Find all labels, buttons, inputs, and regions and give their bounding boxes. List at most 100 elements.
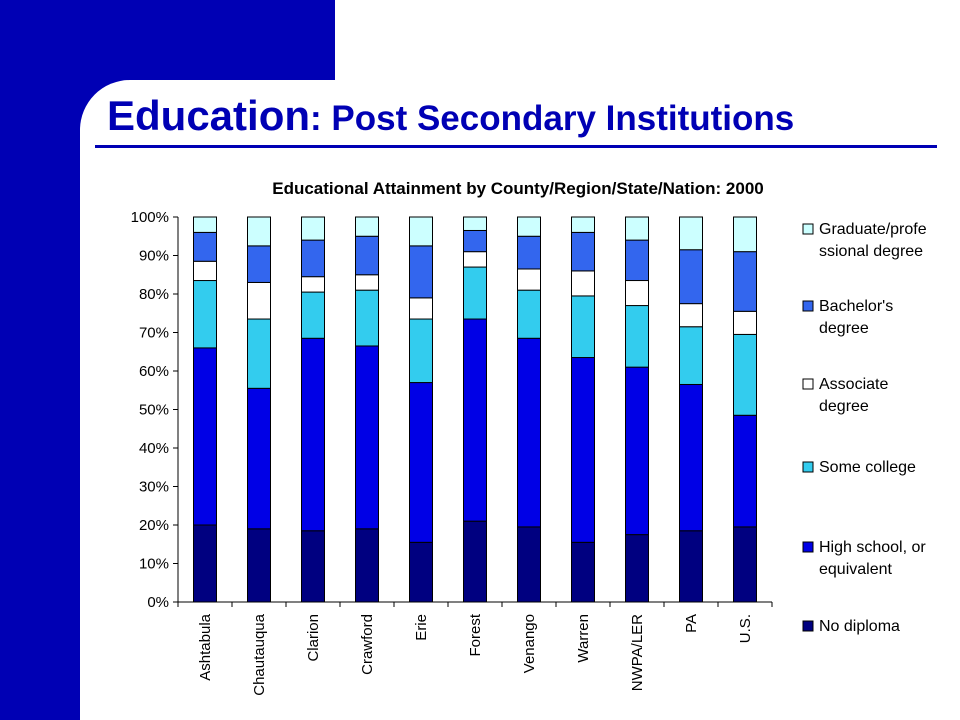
- bar-segment: [571, 357, 595, 543]
- bar-segment: [463, 520, 487, 603]
- x-tick-label: Ashtabula: [197, 613, 214, 680]
- bar-segment: [517, 526, 541, 603]
- bar-segment: [355, 235, 379, 276]
- slide-title: Education: Post Secondary Institutions: [107, 92, 947, 140]
- legend-label: No diploma: [819, 618, 900, 635]
- y-tick-label: 20%: [139, 517, 169, 534]
- legend-swatch: [802, 378, 814, 390]
- bar-segment: [409, 297, 433, 320]
- bar-segment: [301, 337, 325, 532]
- bar-segment: [463, 216, 487, 231]
- y-tick-label: 0%: [147, 594, 169, 611]
- x-tick-label: Warren: [575, 614, 592, 663]
- y-tick-label: 100%: [131, 209, 169, 226]
- bar-segment: [409, 382, 433, 543]
- frame-band-left: [0, 0, 80, 720]
- bar-segment: [355, 216, 379, 237]
- bar-segment: [625, 305, 649, 368]
- bar-segment: [571, 541, 595, 603]
- bar-segment: [409, 541, 433, 603]
- bar-segment: [355, 289, 379, 347]
- bar-segment: [409, 245, 433, 299]
- bar-segment: [193, 216, 217, 233]
- legend-swatch: [802, 461, 814, 473]
- legend-label: Some college: [819, 459, 916, 476]
- bar-segment: [463, 318, 487, 522]
- bar-segment: [733, 333, 757, 416]
- bar-segment: [247, 318, 271, 389]
- bar-segment: [301, 216, 325, 241]
- y-tick-label: 40%: [139, 440, 169, 457]
- y-tick-label: 90%: [139, 248, 169, 265]
- bar-segment: [679, 326, 703, 385]
- bar-segment: [301, 276, 325, 293]
- y-tick-label: 70%: [139, 325, 169, 342]
- bar-segment: [193, 260, 217, 282]
- bar-segment: [517, 337, 541, 528]
- bar-segment: [409, 318, 433, 384]
- bar-segment: [571, 231, 595, 272]
- bar-segment: [517, 289, 541, 339]
- bar-segment: [571, 295, 595, 359]
- legend-label: High school, or: [819, 539, 926, 556]
- title-rule: [95, 145, 937, 148]
- bar-segment: [301, 291, 325, 339]
- x-tick-label: Chautauqua: [251, 613, 268, 695]
- bar-segment: [463, 251, 487, 268]
- bar-segment: [625, 239, 649, 282]
- frame-band-top: [0, 0, 335, 80]
- bar-segment: [355, 345, 379, 530]
- bar-segment: [193, 231, 217, 262]
- x-tick-label: Venango: [521, 614, 538, 673]
- x-tick-label: Erie: [413, 614, 430, 641]
- bar-segment: [733, 251, 757, 312]
- bar-segment: [247, 387, 271, 530]
- bar-segment: [517, 235, 541, 270]
- legend-label: Graduate/profe: [819, 221, 927, 238]
- legend-label: equivalent: [819, 561, 893, 578]
- x-tick-label: Forest: [467, 613, 484, 656]
- bar-segment: [625, 280, 649, 307]
- bar-segment: [679, 303, 703, 328]
- bar-segment: [571, 270, 595, 297]
- x-tick-label: PA: [683, 614, 700, 633]
- bar-segment: [193, 347, 217, 526]
- legend-label: degree: [819, 398, 869, 415]
- legend-swatch: [802, 541, 814, 553]
- bar-segment: [679, 249, 703, 305]
- frame-corner-mask: [80, 80, 180, 180]
- bar-segment: [409, 216, 433, 247]
- bar-segment: [355, 274, 379, 291]
- bar-segment: [463, 266, 487, 320]
- bar-segment: [733, 216, 757, 253]
- y-tick-label: 10%: [139, 556, 169, 573]
- x-tick-label: Clarion: [305, 614, 322, 662]
- y-axis: 0% 10% 20% 30% 40% 50% 60% 70% 80% 90% 100%: [131, 209, 179, 611]
- bar-segment: [679, 530, 703, 603]
- chart-title: Educational Attainment by County/Region/…: [272, 179, 763, 198]
- legend-swatch: [802, 300, 814, 312]
- legend-label: ssional degree: [819, 243, 923, 260]
- bars: [193, 216, 757, 603]
- y-tick-label: 50%: [139, 402, 169, 419]
- bar-segment: [193, 280, 217, 349]
- y-tick-label: 80%: [139, 286, 169, 303]
- bar-segment: [247, 281, 271, 320]
- x-tick-label: U.S.: [737, 614, 754, 643]
- bar-segment: [247, 528, 271, 603]
- slide-title-sub: : Post Secondary Institutions: [310, 99, 795, 138]
- legend-label: degree: [819, 320, 869, 337]
- legend-swatch: [802, 620, 814, 632]
- legend: Graduate/profe ssional degree Bachelor's de…: [802, 221, 927, 635]
- bar-segment: [679, 216, 703, 251]
- bar-segment: [193, 524, 217, 603]
- bar-segment: [733, 526, 757, 603]
- bar-segment: [625, 216, 649, 241]
- bar-segment: [517, 216, 541, 237]
- y-tick-label: 30%: [139, 479, 169, 496]
- bar-segment: [625, 534, 649, 603]
- bar-segment: [733, 414, 757, 528]
- bar-segment: [733, 310, 757, 335]
- legend-label: Associate: [819, 376, 888, 393]
- x-tick-label: Crawford: [359, 614, 376, 675]
